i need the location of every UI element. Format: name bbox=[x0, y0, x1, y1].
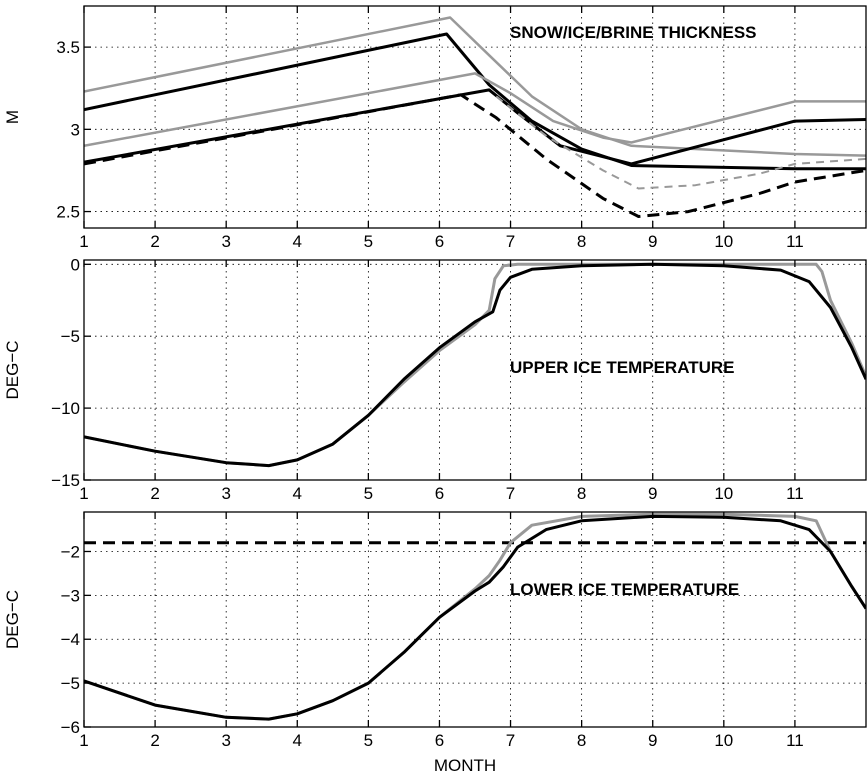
series-line-3 bbox=[84, 88, 866, 166]
x-tick-label: 11 bbox=[786, 232, 804, 251]
x-tick-label: 1 bbox=[79, 232, 88, 251]
x-tick-label: 10 bbox=[714, 232, 733, 251]
x-tick-label: 2 bbox=[150, 232, 159, 251]
y-tick-label: 3.5 bbox=[56, 38, 80, 57]
x-tick-label: 3 bbox=[221, 484, 230, 503]
x-tick-label: 1 bbox=[79, 484, 88, 503]
y-tick-label: 2.5 bbox=[56, 203, 80, 222]
x-axis-label: MONTH bbox=[434, 756, 496, 775]
y-tick-label: −5 bbox=[61, 674, 80, 693]
series-line-2 bbox=[84, 514, 866, 721]
y-tick-label: −2 bbox=[61, 542, 80, 561]
y-tick-label: 3 bbox=[71, 120, 80, 139]
x-tick-label: 6 bbox=[435, 232, 444, 251]
x-tick-label: 9 bbox=[648, 484, 657, 503]
series-line-1 bbox=[84, 32, 866, 171]
x-tick-label: 6 bbox=[435, 731, 444, 750]
x-tick-label: 11 bbox=[786, 484, 804, 503]
series-line-2 bbox=[84, 72, 866, 148]
panel-title: SNOW/ICE/BRINE THICKNESS bbox=[510, 23, 757, 42]
y-axis-label: M bbox=[3, 110, 22, 124]
series-group bbox=[84, 16, 866, 218]
x-tick-label: 9 bbox=[648, 731, 657, 750]
panel-upper-ice-temperature: 1 2 3 4 5 6 7 8 9 10 11 −15 −10 −5 0 DEG−C UPPER ICE TEM… bbox=[3, 255, 867, 503]
axes-frame bbox=[83, 511, 867, 728]
x-tick-label: 4 bbox=[293, 232, 302, 251]
y-tick-label: −15 bbox=[51, 471, 80, 490]
x-tick-label: 4 bbox=[293, 731, 302, 750]
x-tick-label: 7 bbox=[506, 484, 515, 503]
series-line-1 bbox=[84, 262, 866, 468]
panel-snow-ice-brine-thickness: 1 2 3 4 5 6 7 8 9 10 11 2.5 3 3.5 M SNOW/ICE/BRINE THIC… bbox=[3, 5, 867, 251]
x-tick-label: 7 bbox=[506, 232, 515, 251]
x-tick-label: 3 bbox=[221, 232, 230, 251]
panel-lower-ice-temperature: 1 2 3 4 5 6 7 8 9 10 11 −6 −5 −4 −3 −2 DEG−C LOWER ICE TE… bbox=[3, 511, 867, 775]
series-line-5 bbox=[495, 95, 866, 190]
x-tick-label: 5 bbox=[364, 232, 373, 251]
x-tick-label: 3 bbox=[221, 731, 230, 750]
x-tick-label: 10 bbox=[714, 484, 733, 503]
series-line-4 bbox=[84, 93, 866, 218]
x-tick-label: 10 bbox=[714, 731, 733, 750]
series-line-0 bbox=[84, 16, 866, 157]
series-line-1 bbox=[84, 512, 866, 721]
series-group bbox=[84, 262, 866, 468]
x-tick-label: 1 bbox=[79, 731, 88, 750]
panel-title: LOWER ICE TEMPERATURE bbox=[510, 580, 739, 599]
y-tick-label: 0 bbox=[71, 255, 80, 274]
x-tick-label: 6 bbox=[435, 484, 444, 503]
y-axis-label: DEG−C bbox=[3, 340, 22, 399]
x-tick-label: 9 bbox=[648, 232, 657, 251]
y-tick-label: −6 bbox=[61, 718, 80, 737]
panel-title: UPPER ICE TEMPERATURE bbox=[510, 358, 735, 377]
x-tick-label: 8 bbox=[577, 232, 586, 251]
series-group bbox=[84, 512, 866, 721]
x-tick-label: 2 bbox=[150, 731, 159, 750]
x-tick-label: 8 bbox=[577, 484, 586, 503]
x-tick-label: 5 bbox=[364, 484, 373, 503]
x-tick-label: 11 bbox=[786, 731, 804, 750]
y-tick-label: −4 bbox=[61, 630, 80, 649]
x-tick-label: 7 bbox=[506, 731, 515, 750]
y-tick-label: −10 bbox=[51, 399, 80, 418]
axes-frame bbox=[83, 5, 867, 229]
x-tick-label: 8 bbox=[577, 731, 586, 750]
x-tick-label: 2 bbox=[150, 484, 159, 503]
axes-frame bbox=[83, 259, 867, 481]
y-axis-label: DEG−C bbox=[3, 590, 22, 649]
x-tick-label: 5 bbox=[364, 731, 373, 750]
y-tick-label: −5 bbox=[61, 327, 80, 346]
series-line-0 bbox=[84, 262, 866, 468]
x-tick-label: 4 bbox=[293, 484, 302, 503]
y-tick-label: −3 bbox=[61, 586, 80, 605]
